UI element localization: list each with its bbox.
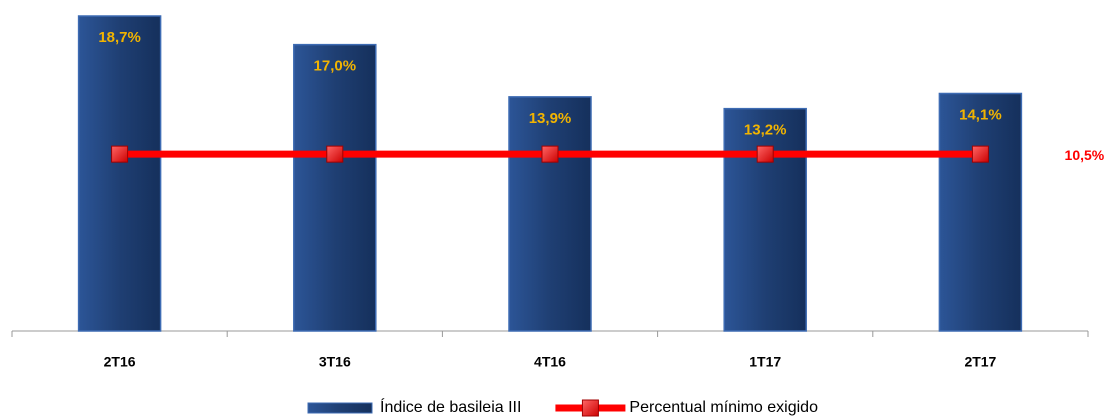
legend-swatch	[307, 402, 373, 414]
axes	[11, 330, 1089, 337]
value-label: 13,2%	[744, 122, 787, 139]
bar	[508, 96, 592, 332]
x-tick-label: 2T16	[104, 354, 136, 370]
bar	[723, 107, 807, 332]
bar	[293, 43, 377, 332]
line-marker	[756, 145, 774, 163]
value-label: 14,1%	[959, 106, 1002, 123]
line-series	[111, 145, 989, 163]
labels: 2T16 3T16 4T16 1T17 2T17 18,7% 17,0% 13,9% 13,2%…	[98, 29, 1104, 370]
line-marker	[326, 145, 344, 163]
value-label: 18,7%	[98, 29, 141, 46]
value-label: 13,9%	[529, 110, 572, 127]
bars	[77, 15, 1023, 332]
value-label: 10,5%	[1065, 147, 1105, 163]
legend-swatch	[581, 399, 599, 417]
line-marker	[541, 145, 559, 163]
bar	[938, 92, 1023, 332]
x-tick-label: 4T16	[534, 354, 566, 370]
x-tick-label: 3T16	[319, 354, 351, 370]
line-marker	[971, 145, 989, 163]
legend-label: Índice de basileia III	[380, 397, 521, 416]
x-tick-label: 1T17	[749, 354, 781, 370]
x-tick-label: 2T17	[964, 354, 996, 370]
line-marker	[111, 145, 129, 163]
legend-label: Percentual mínimo exigido	[629, 399, 818, 416]
bar	[77, 15, 162, 332]
value-label: 17,0%	[314, 58, 357, 75]
